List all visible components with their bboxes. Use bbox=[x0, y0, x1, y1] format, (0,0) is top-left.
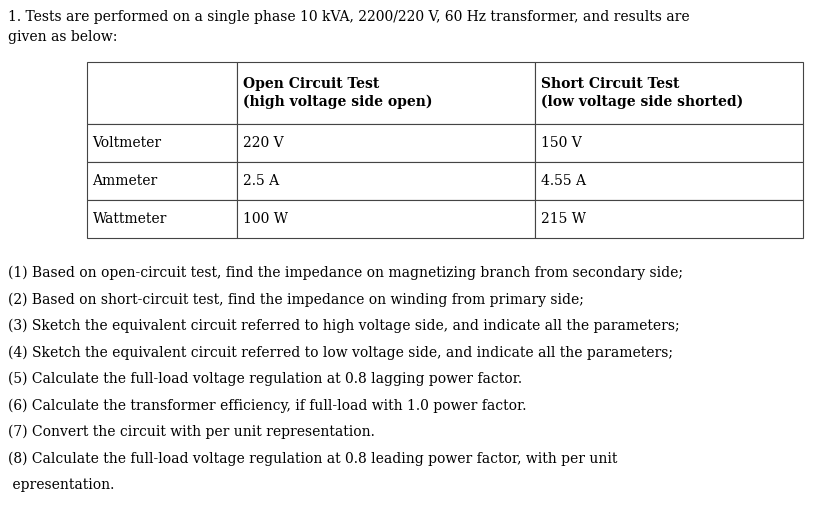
Text: 100 W: 100 W bbox=[243, 212, 288, 226]
Bar bbox=[535, 200, 803, 238]
Bar bbox=[237, 200, 535, 238]
Text: (4) Sketch the equivalent circuit referred to low voltage side, and indicate all: (4) Sketch the equivalent circuit referr… bbox=[8, 346, 673, 360]
Bar bbox=[535, 124, 803, 162]
Bar bbox=[87, 62, 237, 124]
Text: (7) Convert the circuit with per unit representation.: (7) Convert the circuit with per unit re… bbox=[8, 425, 375, 439]
Bar bbox=[87, 124, 237, 162]
Text: 2.5 A: 2.5 A bbox=[243, 174, 279, 188]
Bar bbox=[87, 162, 237, 200]
Bar bbox=[237, 62, 535, 124]
Text: Wattmeter: Wattmeter bbox=[92, 212, 167, 226]
Text: given as below:: given as below: bbox=[8, 30, 117, 44]
Text: (5) Calculate the full-load voltage regulation at 0.8 lagging power factor.: (5) Calculate the full-load voltage regu… bbox=[8, 372, 522, 387]
Text: (1) Based on open-circuit test, find the impedance on magnetizing branch from se: (1) Based on open-circuit test, find the… bbox=[8, 266, 683, 280]
Bar bbox=[237, 124, 535, 162]
Text: Short Circuit Test
(low voltage side shorted): Short Circuit Test (low voltage side sho… bbox=[541, 77, 742, 109]
Text: 215 W: 215 W bbox=[541, 212, 586, 226]
Text: Ammeter: Ammeter bbox=[92, 174, 157, 188]
Text: (2) Based on short-circuit test, find the impedance on winding from primary side: (2) Based on short-circuit test, find th… bbox=[8, 293, 584, 307]
Text: Open Circuit Test
(high voltage side open): Open Circuit Test (high voltage side ope… bbox=[243, 77, 433, 109]
Text: (8) Calculate the full-load voltage regulation at 0.8 leading power factor, with: (8) Calculate the full-load voltage regu… bbox=[8, 451, 617, 466]
Bar bbox=[237, 162, 535, 200]
Bar bbox=[535, 162, 803, 200]
Text: (3) Sketch the equivalent circuit referred to high voltage side, and indicate al: (3) Sketch the equivalent circuit referr… bbox=[8, 319, 680, 333]
Text: (6) Calculate the transformer efficiency, if full-load with 1.0 power factor.: (6) Calculate the transformer efficiency… bbox=[8, 398, 527, 413]
Text: Voltmeter: Voltmeter bbox=[92, 136, 162, 150]
Bar bbox=[87, 200, 237, 238]
Bar bbox=[535, 62, 803, 124]
Text: 1. Tests are performed on a single phase 10 kVA, 2200/220 V, 60 Hz transformer, : 1. Tests are performed on a single phase… bbox=[8, 10, 690, 24]
Text: epresentation.: epresentation. bbox=[8, 478, 115, 492]
Text: 4.55 A: 4.55 A bbox=[541, 174, 586, 188]
Text: 220 V: 220 V bbox=[243, 136, 283, 150]
Text: 150 V: 150 V bbox=[541, 136, 581, 150]
